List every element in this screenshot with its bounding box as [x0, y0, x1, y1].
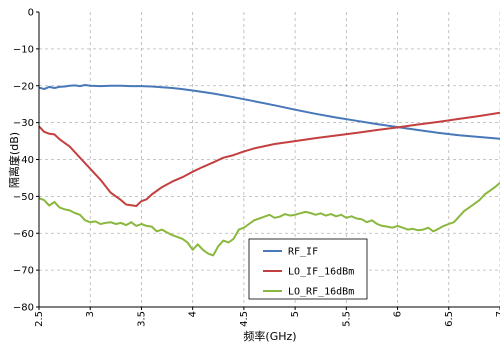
y-tick-label: −40	[13, 155, 34, 166]
y-tick-label: −10	[13, 44, 34, 55]
x-tick-label: 7	[495, 311, 500, 317]
x-tick-label: 6.5	[444, 311, 455, 327]
x-tick-label: 5.5	[341, 311, 352, 327]
y-tick-label: −50	[13, 192, 34, 203]
legend-items: RF_IF LO_IF_16dBm LO_RF_16dBm	[263, 247, 354, 298]
y-tick-label: 0	[28, 8, 34, 19]
series-line-rf-if	[38, 84, 500, 140]
x-tick-label: 5	[290, 311, 301, 317]
legend-label: RF_IF	[288, 247, 318, 258]
x-axis-label: 频率(GHz)	[243, 329, 296, 343]
x-tick-label: 4	[188, 311, 199, 317]
y-tick-label: −70	[13, 266, 34, 277]
legend: RF_IF LO_IF_16dBm LO_RF_16dBm	[248, 238, 368, 300]
series-line-lo-if-16dbm	[38, 111, 500, 207]
y-tick-label: −80	[13, 303, 34, 314]
x-tick-label: 2.5	[34, 311, 45, 327]
y-tick-label: −30	[13, 118, 34, 129]
y-tick-label: −60	[13, 229, 34, 240]
legend-label: LO_RF_16dBm	[288, 287, 354, 298]
x-tick-label: 4.5	[239, 311, 250, 327]
y-tick-label: −20	[13, 81, 34, 92]
axes-layer: 2.5 3 3.5 4 4.5 5 5.5 6 6.5 7 0 −10 −20 −30 −40 −50 −60 −…	[13, 8, 500, 327]
x-tick-label: 3.5	[136, 311, 147, 327]
x-tick-label: 3	[85, 311, 96, 317]
x-tick-label: 6	[393, 311, 404, 317]
y-axis-label: 隔离度(dB)	[7, 132, 21, 188]
series-layer	[38, 84, 500, 257]
legend-box	[248, 238, 368, 300]
legend-label: LO_IF_16dBm	[288, 267, 354, 278]
grid-layer	[39, 12, 500, 307]
series-line-lo-rf-16dbm	[38, 181, 500, 257]
